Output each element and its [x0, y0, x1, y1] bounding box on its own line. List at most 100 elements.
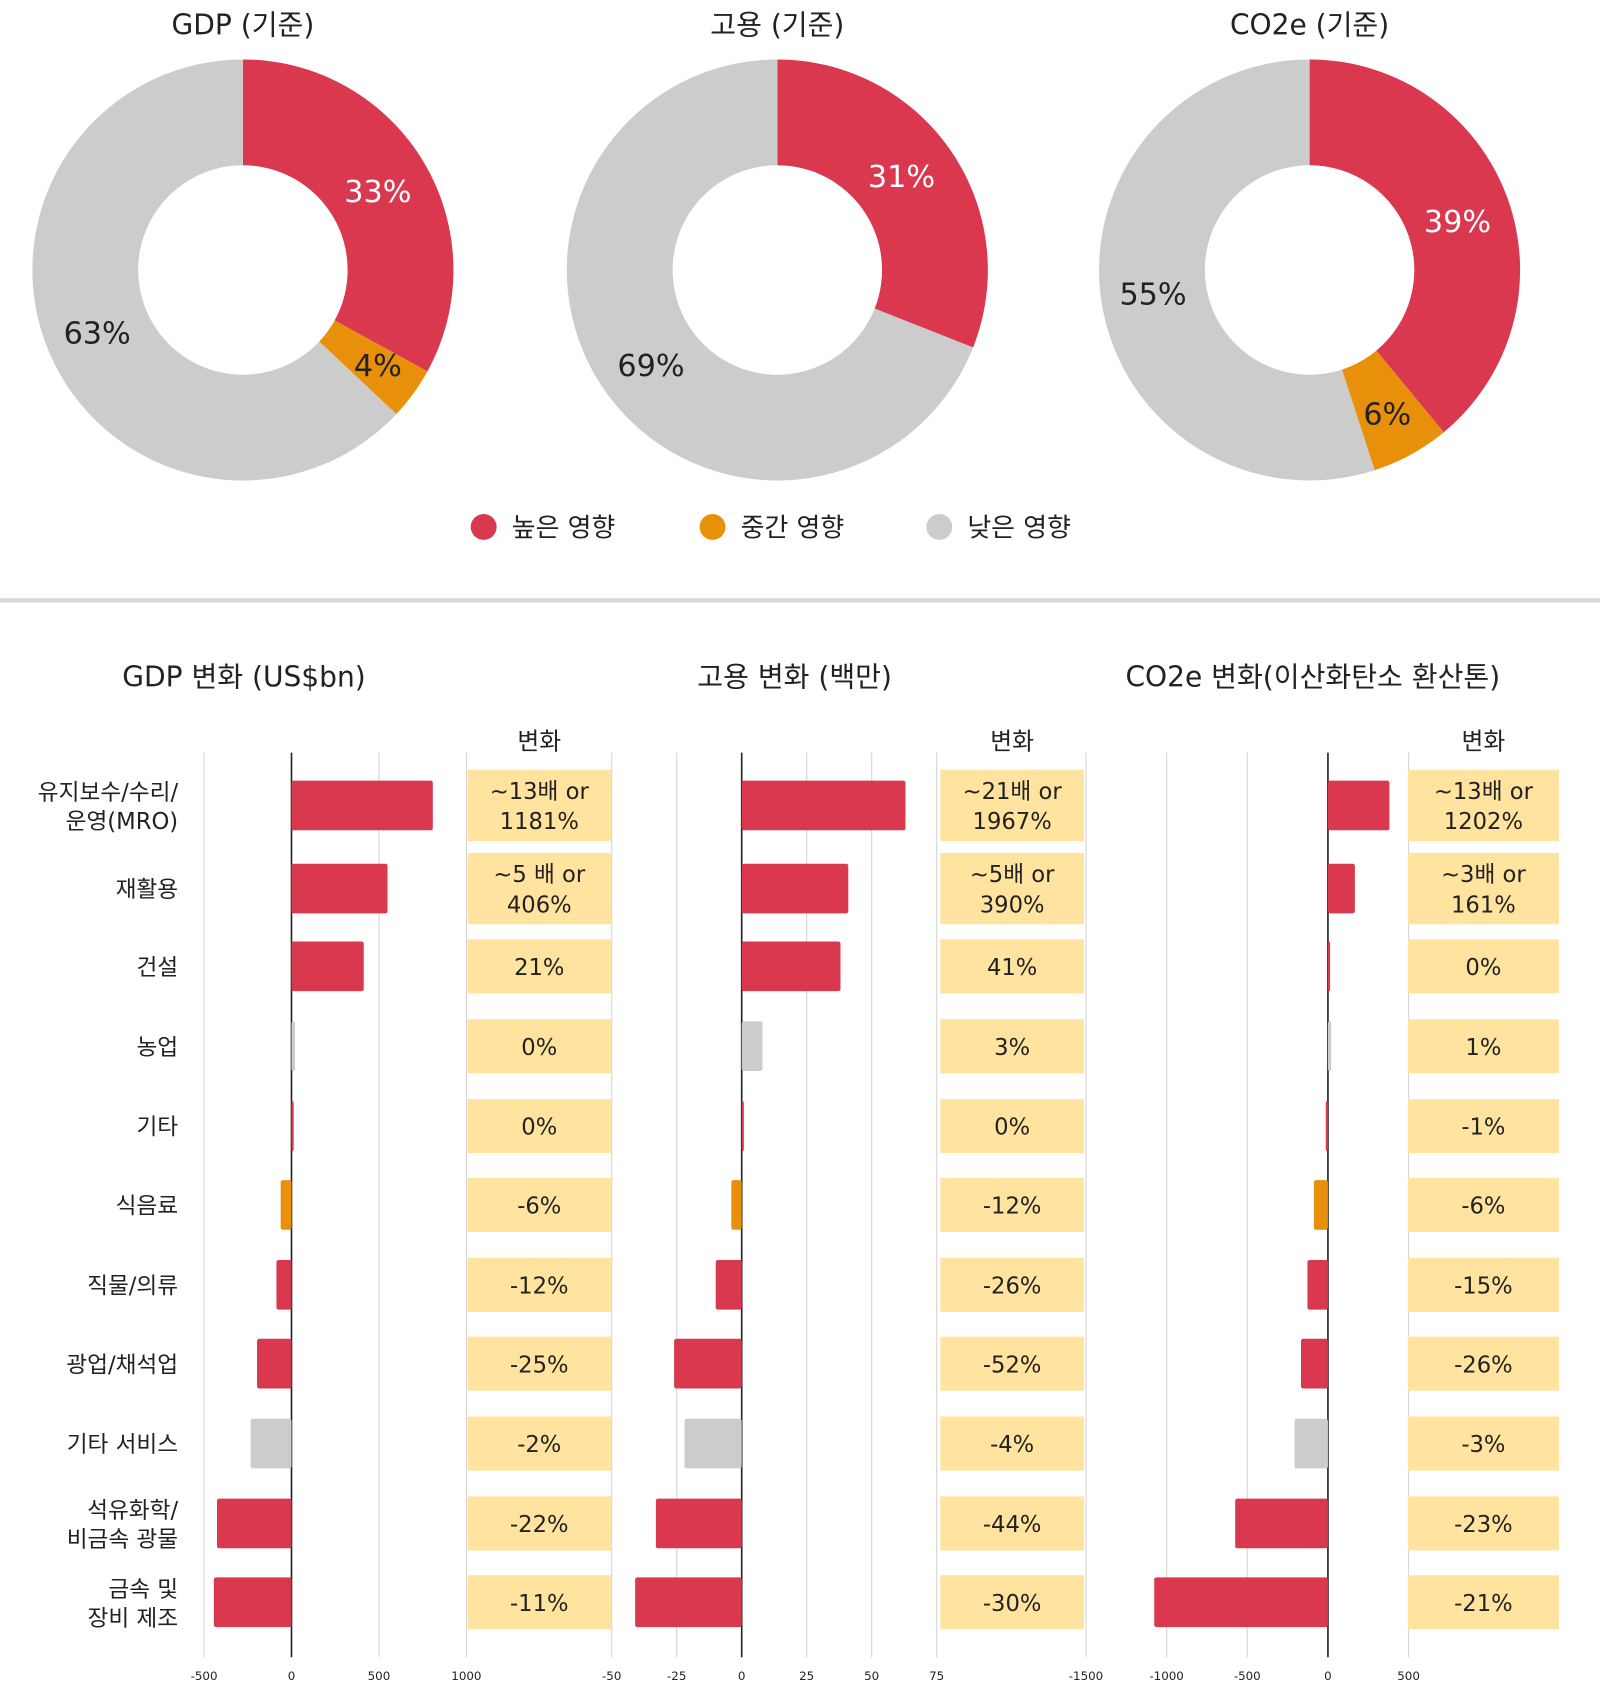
donut-chart-0: GDP (기준) 33% 4% 63% — [32, 9, 454, 481]
bar — [741, 941, 841, 992]
donut-slice-high — [1309, 59, 1521, 433]
change-value-line: 390% — [980, 892, 1045, 918]
bar — [276, 1259, 292, 1310]
bar — [291, 941, 364, 992]
change-cell — [1407, 939, 1559, 994]
donut-chart-1: 고용 (기준) 31% 69% — [566, 9, 988, 481]
change-cell — [1407, 1177, 1559, 1232]
bar — [655, 1498, 742, 1549]
change-value: -4% — [990, 1432, 1034, 1458]
change-value: 21% — [514, 955, 564, 981]
x-tick-label: 0 — [1324, 1669, 1332, 1683]
bar — [280, 1180, 292, 1230]
change-value: ~13배 or 1202% — [1434, 779, 1534, 835]
change-cell — [940, 1019, 1084, 1074]
legend-label: 낮은 영향 — [967, 514, 1071, 544]
change-value: -11% — [510, 1591, 569, 1617]
change-cell — [467, 852, 612, 925]
change-cell — [467, 1257, 612, 1312]
category-label: 기타 서비스 — [67, 1432, 178, 1458]
category-label: 광업/채석업 — [66, 1352, 178, 1378]
category-label-line: 장비 제조 — [88, 1606, 179, 1632]
bar-chart-title: CO2e 변화(이산화탄소 환산톤) — [1125, 661, 1500, 694]
slice-label: 31% — [868, 160, 935, 195]
change-value: ~5배 or 390% — [970, 862, 1055, 918]
slice-label: 55% — [1119, 278, 1186, 313]
bar — [291, 1101, 294, 1151]
change-value: 0% — [521, 1115, 557, 1141]
change-cell — [1407, 1099, 1559, 1154]
change-value: ~13배 or 1181% — [490, 779, 590, 835]
bar — [1327, 941, 1331, 992]
category-label-line: 유지보수/수리/ — [38, 780, 179, 806]
x-tick-label: 1000 — [451, 1669, 481, 1683]
bar-chart-0: GDP 변화 (US$bn) 변화 ~13배 or 1181% ~5 배 or 406% 2… — [122, 661, 612, 1630]
category-label: 유지보수/수리/운영(MRO) — [38, 780, 179, 835]
change-value: 3% — [994, 1035, 1030, 1061]
section-divider — [0, 598, 1600, 603]
change-value-line: 1967% — [973, 809, 1052, 835]
donut-slice-low — [32, 59, 397, 481]
change-column-header: 변화 — [990, 727, 1034, 755]
change-cell — [940, 1496, 1084, 1551]
change-value: -44% — [983, 1512, 1042, 1538]
change-value-line: 161% — [1451, 892, 1516, 918]
category-label: 기타 — [136, 1115, 178, 1141]
donut-slice-high — [777, 59, 988, 348]
change-cell — [940, 1177, 1084, 1232]
bar — [684, 1418, 742, 1469]
change-cell — [467, 1019, 612, 1074]
x-tick-label: 500 — [368, 1669, 391, 1683]
change-value: ~3배 or 161% — [1441, 862, 1526, 918]
change-value: -26% — [983, 1273, 1042, 1299]
change-value: -2% — [517, 1432, 561, 1458]
bar — [216, 1498, 292, 1549]
bar — [741, 863, 849, 914]
legend-label: 높은 영향 — [512, 514, 616, 544]
change-value-line: ~5 배 or — [493, 862, 586, 888]
change-cell — [940, 939, 1084, 994]
donut-slice-low — [1099, 59, 1375, 481]
slice-label: 39% — [1424, 205, 1491, 240]
bar — [741, 780, 906, 831]
x-tick-label: -1000 — [1149, 1669, 1183, 1683]
category-label: 직물/의류 — [87, 1273, 178, 1299]
x-tick-label: 25 — [799, 1669, 814, 1683]
change-value: -12% — [510, 1273, 569, 1299]
x-tick-label: -25 — [667, 1669, 686, 1683]
change-cell — [1407, 1416, 1559, 1471]
x-tick-label: 0 — [288, 1669, 296, 1683]
bar — [1327, 863, 1355, 914]
change-value: 41% — [987, 955, 1037, 981]
bar — [1327, 780, 1390, 831]
change-value: -21% — [1454, 1591, 1513, 1617]
legend-swatch — [470, 513, 497, 540]
change-value: -26% — [1454, 1352, 1513, 1378]
category-label: 농업 — [136, 1035, 178, 1061]
change-value-line: ~13배 or — [490, 779, 590, 805]
change-value: -15% — [1454, 1273, 1513, 1299]
change-value: -6% — [517, 1194, 561, 1220]
change-cell — [940, 1416, 1084, 1471]
bar — [1327, 1021, 1332, 1072]
category-label: 석유화학/비금속 광물 — [67, 1498, 179, 1553]
donut-slice-high — [242, 59, 454, 372]
change-cell — [1407, 1336, 1559, 1391]
change-value-line: ~5배 or — [970, 862, 1055, 888]
x-tick-label: 0 — [738, 1669, 746, 1683]
change-value-line: 406% — [507, 892, 572, 918]
bar — [250, 1418, 292, 1469]
change-cell — [467, 1099, 612, 1154]
change-value: -25% — [510, 1352, 569, 1378]
bar — [635, 1577, 742, 1628]
change-cell — [1407, 769, 1559, 842]
change-column-header: 변화 — [517, 727, 561, 755]
bar — [1307, 1259, 1328, 1310]
change-cell — [1407, 1575, 1559, 1630]
change-cell — [467, 1496, 612, 1551]
category-label-line: 비금속 광물 — [67, 1527, 178, 1553]
category-label: 건설 — [136, 955, 178, 981]
change-column-header: 변화 — [1462, 727, 1506, 755]
donut-slice-mid — [1341, 350, 1444, 471]
